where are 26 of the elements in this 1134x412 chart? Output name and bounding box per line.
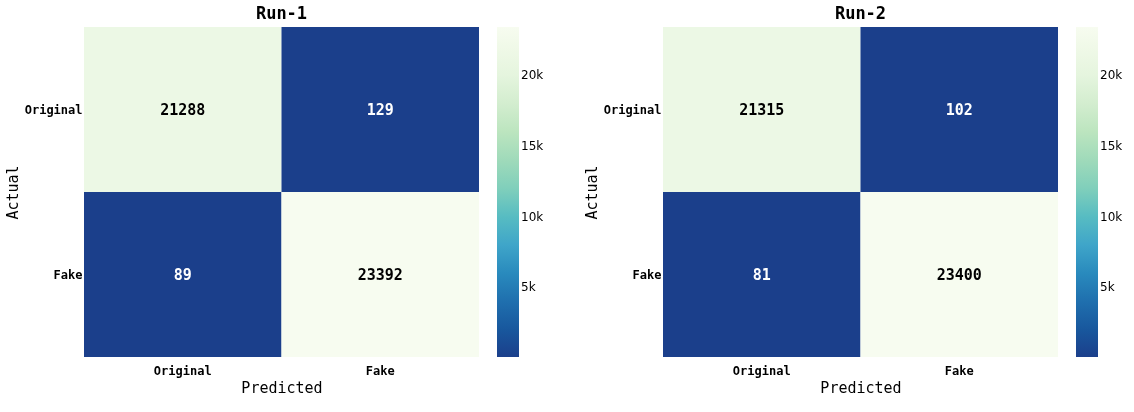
data-label: 23392: [357, 265, 403, 284]
x-tick-label: Fake: [944, 363, 974, 378]
data-label: 21315: [739, 100, 785, 119]
x-axis-title: Predicted: [820, 378, 902, 397]
y-axis-title: Actual: [582, 165, 601, 220]
color-bar-label: 10k: [521, 209, 544, 224]
color-bar-label: 15k: [521, 138, 544, 153]
color-bar-label: 5k: [521, 280, 536, 295]
color-bar-label: 10k: [1100, 209, 1123, 224]
data-label: 23400: [936, 265, 982, 284]
data-label: 89: [173, 265, 192, 284]
data-label: 129: [366, 100, 394, 119]
color-bar-label: 5k: [1100, 280, 1115, 295]
x-tick-label: Original: [153, 363, 212, 378]
x-tick-label: Original: [732, 363, 791, 378]
color-bar-label: 20k: [521, 68, 544, 83]
chart-title: Run-2: [834, 3, 887, 23]
x-tick-label: Fake: [365, 363, 395, 378]
data-label: 21288: [160, 100, 206, 119]
y-axis-title: Actual: [3, 165, 22, 220]
chart-title: Run-1: [255, 3, 308, 23]
color-bar-label: 15k: [1100, 138, 1123, 153]
color-bar-label: 20k: [1100, 68, 1123, 83]
x-axis-title: Predicted: [241, 378, 323, 397]
data-label: 81: [752, 265, 771, 284]
data-label: 102: [945, 100, 973, 119]
